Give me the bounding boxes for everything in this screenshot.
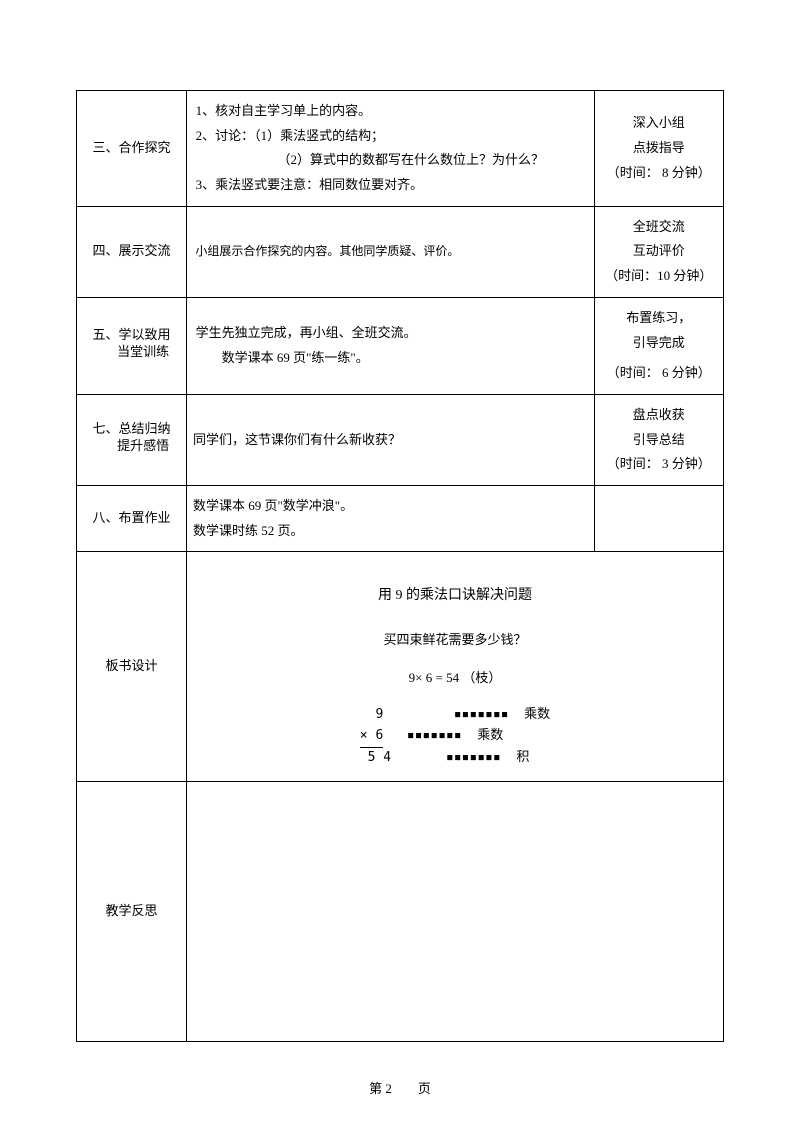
footer-page: 2: [385, 1081, 392, 1096]
row-content: 1、核对自主学习单上的内容。 2、讨论：（1）乘法竖式的结构； （2）算式中的数…: [186, 91, 594, 207]
calc-tail: ▪▪▪▪▪▪▪ 乘数: [383, 728, 503, 743]
table-row: 七、总结归纳 提升感悟 同学们，这节课你们有什么新收获？ 盘点收获 引导总结 （…: [77, 394, 724, 485]
note-line: 引导总结: [601, 428, 717, 453]
content-line: 同学们，这节课你们有什么新收获？: [193, 432, 401, 447]
content-line: 1、核对自主学习单上的内容。: [193, 99, 588, 124]
row-note: 深入小组 点拨指导 （时间： 8 分钟）: [594, 91, 723, 207]
label-line: 当堂训练: [92, 344, 170, 361]
row-label: 七、总结归纳 提升感悟: [77, 394, 187, 485]
calc-row: 5 4 ▪▪▪▪▪▪▪ 积: [360, 748, 550, 769]
note-line: 点拨指导: [601, 136, 717, 161]
row-note: 盘点收获 引导总结 （时间： 3 分钟）: [594, 394, 723, 485]
note-line: （时间： 8 分钟）: [601, 161, 717, 186]
note-line: 引导完成: [601, 331, 717, 356]
row-note: [594, 485, 723, 551]
content-line: 数学课时练 52 页。: [193, 519, 588, 544]
table-row: 教学反思: [77, 782, 724, 1042]
row-content: 小组展示合作探究的内容。其他同学质疑、评价。: [186, 206, 594, 297]
calc-row: 9 ▪▪▪▪▪▪▪ 乘数: [360, 705, 550, 726]
board-subtitle: 买四束鲜花需要多少钱？: [193, 628, 717, 653]
table-row: 板书设计 用 9 的乘法口诀解决问题 买四束鲜花需要多少钱？ 9× 6 = 54…: [77, 552, 724, 782]
row-content: 学生先独立完成，再小组、全班交流。 数学课本 69 页"练一练"。: [186, 297, 594, 394]
note-line: 深入小组: [601, 111, 717, 136]
content-line: 3、乘法竖式要注意：相同数位要对齐。: [193, 173, 588, 198]
footer-suffix: 页: [418, 1081, 431, 1096]
label-text: 三、合作探究: [92, 140, 170, 155]
board-design-content: 用 9 的乘法口诀解决问题 买四束鲜花需要多少钱？ 9× 6 = 54 （枝） …: [186, 552, 723, 782]
row-content: 数学课本 69 页"数学冲浪"。 数学课时练 52 页。: [186, 485, 594, 551]
content-line: 数学课本 69 页"数学冲浪"。: [193, 494, 588, 519]
row-label: 教学反思: [77, 782, 187, 1042]
label-text: 教学反思: [105, 903, 157, 918]
table-row: 四、展示交流 小组展示合作探究的内容。其他同学质疑、评价。 全班交流 互动评价 …: [77, 206, 724, 297]
row-note: 布置练习， 引导完成 （时间： 6 分钟）: [594, 297, 723, 394]
table-row: 八、布置作业 数学课本 69 页"数学冲浪"。 数学课时练 52 页。: [77, 485, 724, 551]
label-text: 四、展示交流: [92, 243, 170, 258]
note-line: 布置练习，: [601, 306, 717, 331]
label-line: 提升感悟: [92, 438, 170, 455]
content-line: 数学课本 69 页"练一练"。: [193, 346, 588, 371]
label-line: 五、学以致用: [92, 327, 170, 344]
row-label: 板书设计: [77, 552, 187, 782]
reflection-content: [186, 782, 723, 1042]
content-line: 2、讨论：（1）乘法竖式的结构；: [193, 124, 588, 149]
note-line: 盘点收获: [601, 403, 717, 428]
content-line: 小组展示合作探究的内容。其他同学质疑、评价。: [193, 244, 459, 258]
board-equation: 9× 6 = 54 （枝）: [193, 666, 717, 691]
calc-row: × 6 ▪▪▪▪▪▪▪ 乘数: [360, 726, 550, 748]
note-line: （时间： 3 分钟）: [601, 452, 717, 477]
row-label: 四、展示交流: [77, 206, 187, 297]
row-content: 同学们，这节课你们有什么新收获？: [186, 394, 594, 485]
board-title: 用 9 的乘法口诀解决问题: [193, 583, 717, 610]
calc-mul-underline: × 6: [360, 726, 383, 748]
vertical-calculation: 9 ▪▪▪▪▪▪▪ 乘数 × 6 ▪▪▪▪▪▪▪ 乘数 5 4 ▪▪▪▪▪▪▪ …: [193, 705, 717, 768]
page-footer: 第 2 页: [0, 1078, 800, 1097]
note-line: （时间：10 分钟）: [601, 264, 717, 289]
lesson-plan-table: 三、合作探究 1、核对自主学习单上的内容。 2、讨论：（1）乘法竖式的结构； （…: [76, 90, 724, 1042]
footer-prefix: 第: [369, 1081, 382, 1096]
label-text: 八、布置作业: [92, 510, 170, 525]
table-row: 三、合作探究 1、核对自主学习单上的内容。 2、讨论：（1）乘法竖式的结构； （…: [77, 91, 724, 207]
row-label: 五、学以致用 当堂训练: [77, 297, 187, 394]
note-line: 全班交流: [601, 215, 717, 240]
label-text: 板书设计: [105, 658, 157, 673]
note-line: （时间： 6 分钟）: [601, 361, 717, 386]
table-row: 五、学以致用 当堂训练 学生先独立完成，再小组、全班交流。 数学课本 69 页"…: [77, 297, 724, 394]
label-line: 七、总结归纳: [92, 421, 170, 438]
note-line: 互动评价: [601, 239, 717, 264]
row-note: 全班交流 互动评价 （时间：10 分钟）: [594, 206, 723, 297]
row-label: 八、布置作业: [77, 485, 187, 551]
row-label: 三、合作探究: [77, 91, 187, 207]
content-line: 学生先独立完成，再小组、全班交流。: [193, 321, 588, 346]
content-line: （2）算式中的数都写在什么数位上？为什么？: [193, 148, 588, 173]
